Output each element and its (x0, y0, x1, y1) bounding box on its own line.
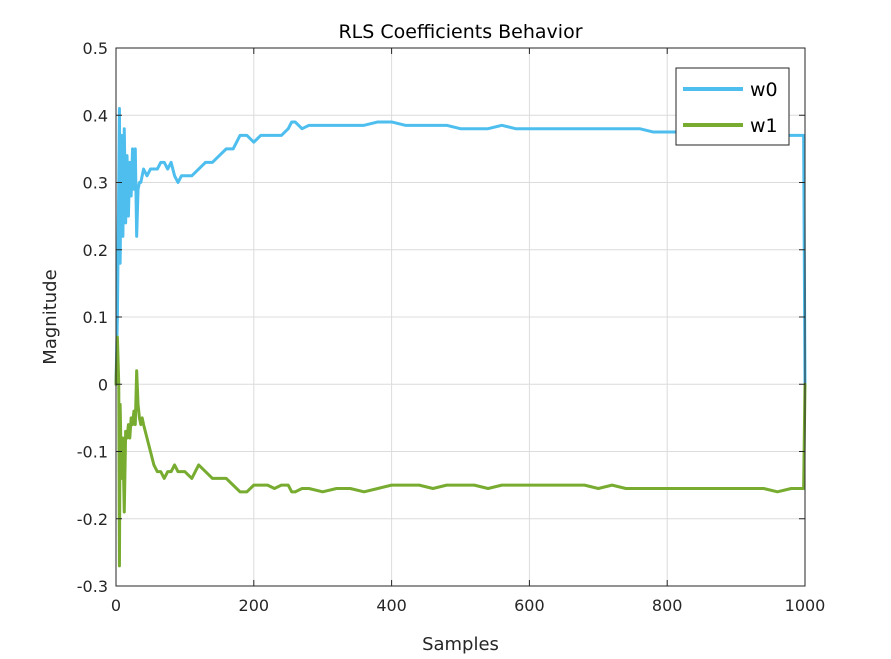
y-axis-title: Magnitude (40, 269, 61, 364)
x-tick-label: 200 (239, 596, 270, 615)
axis-ticks: 0 200 400 600 800 1000 -0.3 -0.2 -0.1 0 0.1 0.2 0.3 0… (77, 39, 826, 615)
legend-label-w0: w0 (750, 79, 778, 101)
y-tick-label: 0 (98, 375, 108, 394)
x-tick-label: 0 (111, 596, 121, 615)
x-tick-label: 800 (652, 596, 683, 615)
series-line-w1 (114, 335, 807, 568)
y-tick-label: 0.1 (83, 308, 108, 327)
x-tick-label: 600 (514, 596, 545, 615)
x-tick-label: 1000 (785, 596, 826, 615)
legend-box (675, 67, 790, 146)
legend: w0 w1 (675, 67, 790, 146)
y-tick-label: -0.1 (77, 443, 108, 462)
y-tick-label: -0.2 (77, 510, 108, 529)
y-tick-label: 0.5 (83, 39, 108, 58)
y-tick-label: 0.2 (83, 241, 108, 260)
chart-title: RLS Coefficients Behavior (338, 21, 582, 43)
series-lines (114, 107, 807, 568)
y-tick-label: 0.4 (83, 106, 108, 125)
y-tick-label: -0.3 (77, 577, 108, 596)
y-tick-label: 0.3 (83, 174, 108, 193)
x-tick-label: 400 (376, 596, 407, 615)
series-line-w0 (114, 107, 807, 386)
legend-label-w1: w1 (750, 115, 778, 137)
x-axis-title: Samples (422, 634, 499, 655)
